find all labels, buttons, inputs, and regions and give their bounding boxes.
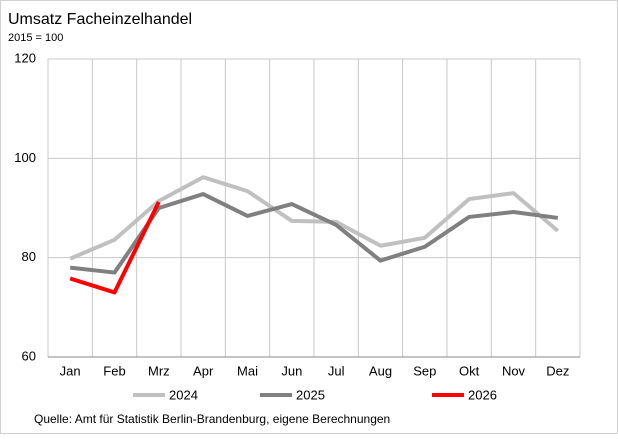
y-tick-label: 80: [22, 249, 36, 264]
legend-label: 2024: [169, 387, 198, 402]
y-tick-label: 120: [14, 50, 36, 65]
x-tick-label: Okt: [459, 363, 480, 378]
x-tick-label: Nov: [502, 363, 526, 378]
source: Quelle: Amt für Statistik Berlin-Branden…: [34, 412, 390, 426]
chart-title: Umsatz Facheinzelhandel: [8, 11, 192, 28]
x-tick-label: Aug: [369, 363, 392, 378]
y-tick-label: 100: [14, 150, 36, 165]
chart-subtitle: 2015 = 100: [8, 32, 63, 44]
x-tick-label: Feb: [103, 363, 125, 378]
series-line: [69, 175, 560, 261]
legend-label: 2026: [468, 387, 497, 402]
x-tick-label: Dez: [546, 363, 569, 378]
y-tick-label: 60: [22, 348, 36, 363]
x-tick-label: Apr: [193, 363, 214, 378]
x-tick-label: Mrz: [148, 363, 170, 378]
x-tick-label: Jun: [281, 363, 302, 378]
x-tick-label: Jan: [60, 363, 81, 378]
legend-label: 2025: [296, 387, 325, 402]
x-tick-label: Jul: [328, 363, 345, 378]
x-tick-label: Mai: [237, 363, 258, 378]
series-line: [69, 201, 161, 295]
x-tick-label: Sep: [413, 363, 436, 378]
